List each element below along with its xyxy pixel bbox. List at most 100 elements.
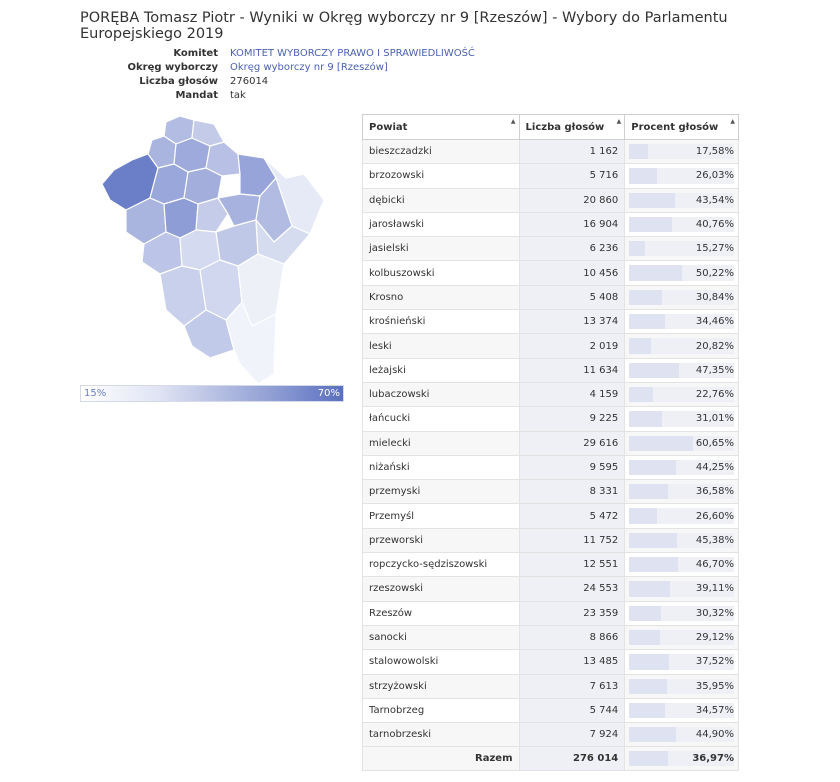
table-row[interactable]: mielecki 29 616 60,65% xyxy=(362,430,739,456)
table-row[interactable]: łańcucki 9 225 31,01% xyxy=(362,406,739,432)
map-region[interactable] xyxy=(195,197,229,233)
meta-row-glosy: Liczba głosów 276014 xyxy=(80,75,475,89)
powiat-name: rzeszowski xyxy=(362,576,520,602)
table-row[interactable]: przemyski 8 331 36,58% xyxy=(362,479,739,505)
vote-percent: 36,58% xyxy=(624,479,739,505)
percent-bar xyxy=(629,144,734,160)
legend-min-label: 15% xyxy=(84,388,107,399)
powiat-name: łańcucki xyxy=(362,406,520,432)
percent-bar xyxy=(629,581,734,597)
komitet-link[interactable]: KOMITET WYBORCZY PRAWO I SPRAWIEDLIWOŚĆ xyxy=(230,48,475,59)
vote-percent: 26,60% xyxy=(624,503,739,529)
table-row[interactable]: Tarnobrzeg 5 744 34,57% xyxy=(362,697,739,724)
okreg-link[interactable]: Okręg wyborczy nr 9 [Rzeszów] xyxy=(230,62,388,73)
table-row[interactable]: Przemyśl 5 472 26,60% xyxy=(362,503,739,529)
votes-count: 4 159 xyxy=(518,381,626,408)
vote-percent: 39,11% xyxy=(624,576,739,602)
votes-count: 11 634 xyxy=(518,357,626,383)
percent-bar xyxy=(629,532,734,549)
votes-count: 2 019 xyxy=(518,333,626,359)
percent-bar xyxy=(629,192,734,208)
vote-percent: 15,27% xyxy=(624,236,739,262)
percent-bar xyxy=(629,386,734,403)
percent-bar-fill xyxy=(629,629,660,646)
column-header-powiat[interactable]: Powiat ▲ xyxy=(362,114,520,140)
powiat-name: strzyżowski xyxy=(362,673,520,699)
percent-bar xyxy=(629,216,734,233)
percent-bar-fill xyxy=(629,314,666,330)
vote-percent: 40,76% xyxy=(624,211,739,238)
percent-bar-fill xyxy=(629,532,677,549)
percent-bar xyxy=(629,314,734,330)
choropleth-map xyxy=(101,115,325,385)
powiat-name: jarosławski xyxy=(362,211,520,238)
powiat-name: Rzeszów xyxy=(362,600,520,626)
percent-bar xyxy=(629,678,734,694)
table-header-row: Powiat ▲ Liczba głosów ▲ Procent głosów ▲ xyxy=(362,114,739,140)
percent-bar xyxy=(629,702,734,719)
percent-bar-fill xyxy=(629,484,668,500)
powiat-name: kolbuszowski xyxy=(362,260,520,286)
percent-bar-fill xyxy=(629,702,666,719)
table-total-row: Razem 276 014 36,97% xyxy=(362,746,739,772)
table-row[interactable]: Rzeszów 23 359 30,32% xyxy=(362,600,739,626)
column-header-liczba[interactable]: Liczba głosów ▲ xyxy=(518,114,626,140)
powiat-name: mielecki xyxy=(362,430,520,456)
table-row[interactable]: lubaczowski 4 159 22,76% xyxy=(362,381,739,408)
table-row[interactable]: leżajski 11 634 47,35% xyxy=(362,357,739,383)
table-row[interactable]: leski 2 019 20,82% xyxy=(362,333,739,359)
table-row[interactable]: dębicki 20 860 43,54% xyxy=(362,187,739,213)
table-row[interactable]: bieszczadzki 1 162 17,58% xyxy=(362,138,739,165)
table-row[interactable]: ropczycko-sędziszowski 12 551 46,70% xyxy=(362,552,739,578)
map-region[interactable] xyxy=(205,141,241,177)
percent-bar-fill xyxy=(629,459,676,476)
table-row[interactable]: jarosławski 16 904 40,76% xyxy=(362,211,739,238)
percent-bar-fill xyxy=(629,168,657,184)
votes-count: 6 236 xyxy=(518,236,626,262)
table-row[interactable]: brzozowski 5 716 26,03% xyxy=(362,163,739,189)
column-header-procent[interactable]: Procent głosów ▲ xyxy=(624,114,739,140)
table-row[interactable]: krośnieński 13 374 34,46% xyxy=(362,309,739,335)
vote-percent: 20,82% xyxy=(624,333,739,359)
powiat-name: Tarnobrzeg xyxy=(362,697,520,724)
table-body: bieszczadzki 1 162 17,58% brzozowski 5 716 26… xyxy=(362,138,739,748)
powiat-name: Krosno xyxy=(362,284,520,311)
table-row[interactable]: przeworski 11 752 45,38% xyxy=(362,527,739,554)
total-label: Razem xyxy=(362,746,520,772)
map-region[interactable] xyxy=(225,301,277,385)
votes-count: 20 860 xyxy=(518,187,626,213)
votes-count: 23 359 xyxy=(518,600,626,626)
percent-bar xyxy=(629,338,734,354)
total-votes: 276 014 xyxy=(518,746,626,772)
table-row[interactable]: rzeszowski 24 553 39,11% xyxy=(362,576,739,602)
table-row[interactable]: stalowowolski 13 485 37,52% xyxy=(362,649,739,675)
percent-bar-fill xyxy=(629,508,658,524)
table-row[interactable]: tarnobrzeski 7 924 44,90% xyxy=(362,722,739,748)
table-row[interactable]: jasielski 6 236 15,27% xyxy=(362,236,739,262)
legend-max-label: 70% xyxy=(317,388,340,399)
powiat-name: jasielski xyxy=(362,236,520,262)
vote-percent: 44,90% xyxy=(624,722,739,748)
mandate-value: tak xyxy=(230,90,246,101)
table-row[interactable]: strzyżowski 7 613 35,95% xyxy=(362,673,739,699)
table-row[interactable]: kolbuszowski 10 456 50,22% xyxy=(362,260,739,286)
sort-icon[interactable]: ▲ xyxy=(510,118,516,125)
percent-bar xyxy=(629,362,734,378)
map-region[interactable] xyxy=(191,119,225,147)
percent-bar xyxy=(629,484,734,500)
percent-bar xyxy=(629,241,734,257)
vote-percent: 50,22% xyxy=(624,260,739,286)
powiat-name: brzozowski xyxy=(362,163,520,189)
percent-bar xyxy=(629,751,734,767)
sort-icon[interactable]: ▲ xyxy=(730,118,735,125)
table-row[interactable]: Krosno 5 408 30,84% xyxy=(362,284,739,311)
percent-bar xyxy=(629,265,734,281)
table-row[interactable]: sanocki 8 866 29,12% xyxy=(362,624,739,651)
vote-percent: 30,32% xyxy=(624,600,739,626)
votes-value: 276014 xyxy=(230,76,269,87)
table-row[interactable]: niżański 9 595 44,25% xyxy=(362,454,739,481)
percent-bar xyxy=(629,435,734,451)
percent-bar-fill xyxy=(629,216,672,233)
sort-icon[interactable]: ▲ xyxy=(616,118,622,125)
powiat-name: bieszczadzki xyxy=(362,138,520,165)
